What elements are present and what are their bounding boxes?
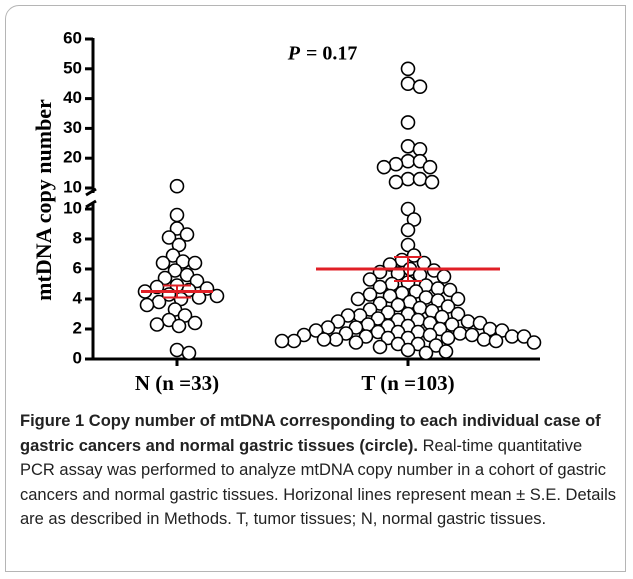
data-point	[400, 153, 416, 169]
data-point	[400, 222, 416, 238]
data-point	[372, 339, 388, 355]
data-point	[412, 300, 428, 316]
x-tick-label: T (n =103)	[361, 371, 454, 395]
caption: Figure 1 Copy number of mtDNA correspond…	[20, 409, 616, 532]
data-point	[438, 344, 454, 359]
data-point	[412, 79, 428, 94]
data-point	[412, 141, 428, 157]
figure-frame	[5, 5, 626, 572]
data-point	[139, 297, 155, 313]
data-point	[450, 291, 466, 307]
y-tick-label: 30	[63, 118, 82, 137]
data-point	[436, 269, 452, 284]
data-point	[171, 318, 187, 334]
data-point	[179, 227, 195, 242]
data-point	[476, 332, 492, 347]
y-tick-label: 6	[73, 258, 82, 277]
data-point	[424, 174, 440, 190]
data-point	[440, 330, 456, 346]
annotation-symbol: P	[287, 43, 301, 65]
data-point	[155, 255, 171, 271]
y-tick-label: 20	[63, 148, 82, 167]
data-point	[187, 315, 203, 331]
data-point	[169, 178, 185, 194]
data-point	[400, 61, 416, 77]
data-point	[316, 332, 332, 347]
data-point	[382, 288, 398, 304]
y-tick-label: 60	[63, 28, 82, 47]
data-point	[286, 333, 302, 349]
y-tick-label: 40	[63, 88, 82, 107]
data-point	[149, 317, 165, 332]
y-tick-label: 0	[73, 348, 82, 367]
data-point	[412, 171, 428, 187]
data-point	[209, 288, 225, 304]
data-point	[169, 342, 185, 358]
data-point	[181, 345, 197, 361]
y-axis-label: mtDNA copy number	[31, 99, 56, 301]
data-point	[161, 230, 177, 245]
data-point	[400, 76, 416, 91]
data-point	[400, 138, 416, 154]
caption-text: Real-time quantitative PCR assay was per…	[20, 436, 616, 529]
data-point	[488, 333, 504, 349]
data-point	[460, 314, 476, 329]
data-point	[442, 282, 458, 298]
data-point	[328, 332, 344, 347]
data-point	[274, 333, 290, 349]
data-point	[189, 273, 205, 289]
data-point	[376, 159, 392, 175]
data-point	[418, 345, 434, 361]
data-point	[526, 335, 542, 350]
annotation-text: = 0.17	[306, 43, 357, 65]
data-point	[390, 297, 406, 313]
data-point	[388, 156, 404, 172]
axis-break	[85, 187, 97, 197]
data-point	[430, 281, 446, 296]
data-point	[169, 207, 185, 223]
data-point	[400, 171, 416, 187]
y-tick-label: 4	[73, 288, 83, 307]
data-point	[452, 326, 468, 341]
data-point	[504, 329, 520, 344]
data-point	[348, 335, 364, 350]
data-point	[187, 255, 203, 271]
y-tick-label: 2	[73, 318, 82, 337]
data-point	[400, 342, 416, 358]
data-point	[464, 327, 480, 343]
data-point	[350, 291, 366, 307]
data-point	[372, 279, 388, 295]
y-tick-label: 10	[63, 177, 82, 196]
data-point	[388, 174, 404, 190]
axis-break	[85, 199, 97, 209]
data-point	[362, 272, 378, 287]
chart: mtDNA copy number P = 0.17 0 2 4 6 8 10 10 20 30…	[31, 28, 542, 395]
caption-title: Copy number of mtDNA corresponding to ea…	[20, 412, 601, 455]
data-point	[400, 115, 416, 130]
y-tick-label: 50	[63, 58, 82, 77]
y-tick-label: 10	[63, 198, 82, 217]
y-tick-label: 8	[73, 228, 82, 247]
data-point	[422, 159, 438, 175]
data-point	[320, 320, 336, 335]
caption-label: Figure 1	[20, 412, 85, 430]
x-tick-label: N (n =33)	[135, 371, 219, 395]
